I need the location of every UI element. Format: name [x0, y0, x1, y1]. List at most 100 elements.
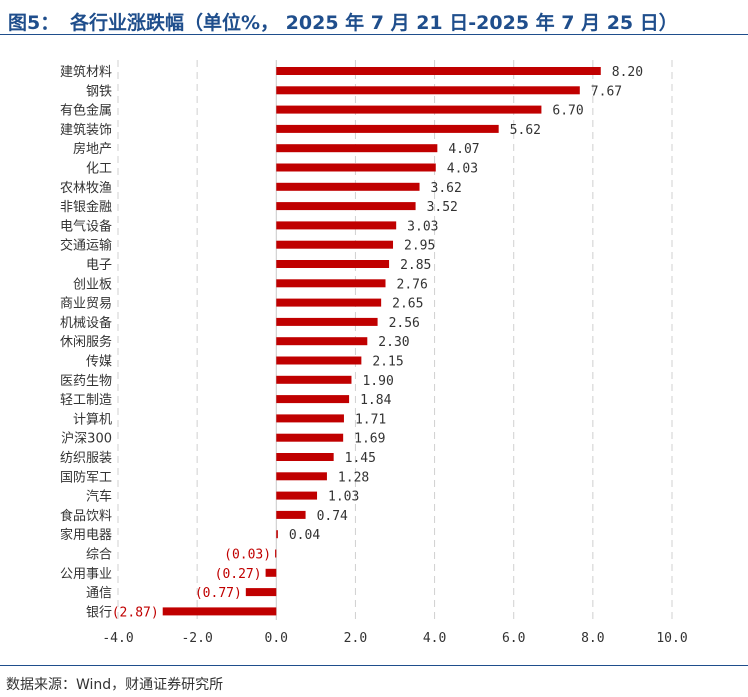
bar-12 [276, 298, 382, 307]
bar-7 [276, 202, 416, 211]
bar-3 [276, 124, 499, 133]
bar-9 [276, 240, 394, 249]
value-label-22: 1.03 [328, 490, 359, 505]
category-label-16: 医药生物 [60, 374, 112, 389]
bar-26 [265, 568, 277, 577]
category-label-2: 有色金属 [60, 103, 112, 119]
value-label-27: (0.77) [195, 586, 242, 601]
x-tick-label-3: 2.0 [344, 631, 367, 646]
bar-28 [162, 607, 277, 616]
bar-15 [276, 356, 362, 365]
x-tick-label-6: 8.0 [581, 631, 604, 646]
value-label-26: (0.27) [215, 567, 262, 582]
bar-14 [276, 337, 368, 346]
bar-16 [276, 375, 352, 384]
value-label-18: 1.71 [355, 412, 386, 427]
value-label-3: 5.62 [510, 123, 541, 138]
header: 图5： 各行业涨跌幅（单位%， 2025 年 7 月 21 日-2025 年 7… [8, 4, 740, 38]
bar-25 [275, 549, 277, 558]
value-labels: 8.20 7.67 6.70 5.62 4.07 4.03 3.62 3.52 3.03 2.95… [112, 65, 643, 620]
x-tick-label-2: 0.0 [265, 631, 288, 646]
category-label-27: 通信 [86, 586, 112, 601]
value-label-25: (0.03) [224, 548, 271, 563]
value-label-0: 8.20 [612, 65, 643, 80]
x-tick-label-5: 6.0 [502, 631, 525, 646]
category-label-18: 计算机 [73, 412, 112, 427]
category-label-22: 汽车 [86, 489, 112, 505]
x-tick-label-4: 4.0 [423, 631, 446, 646]
bar-10 [276, 260, 390, 268]
bar-11 [276, 279, 386, 288]
value-label-16: 1.90 [362, 374, 393, 389]
category-label-0: 建筑材料 [60, 64, 112, 80]
category-label-7: 非银金融 [60, 199, 112, 215]
bar-24 [276, 530, 278, 539]
footer-divider [0, 665, 748, 666]
value-label-1: 7.67 [591, 84, 622, 99]
bar-18 [276, 414, 344, 423]
category-label-24: 家用电器 [60, 527, 112, 543]
category-label-13: 机械设备 [60, 315, 112, 331]
chart-title: 各行业涨跌幅（单位%， 2025 年 7 月 21 日-2025 年 7 月 2… [70, 12, 678, 34]
bar-23 [276, 510, 306, 519]
bar-2 [276, 105, 542, 114]
category-labels: 建筑材料钢铁有色金属建筑装饰房地产化工农林牧渔非银金融电气设备交通运输电子创业板… [60, 64, 112, 620]
category-label-8: 电气设备 [60, 218, 112, 234]
value-label-2: 6.70 [552, 104, 583, 119]
category-label-23: 食品饮料 [60, 508, 112, 524]
category-label-26: 公用事业 [60, 567, 112, 582]
bar-21 [276, 472, 327, 481]
bar-5 [276, 163, 436, 172]
value-label-20: 1.45 [345, 451, 376, 466]
value-label-15: 2.15 [372, 355, 403, 370]
category-label-15: 传媒 [86, 355, 112, 370]
bar-22 [276, 491, 318, 500]
bar-19 [276, 433, 344, 442]
value-label-17: 1.84 [360, 393, 391, 408]
category-label-28: 银行 [86, 605, 112, 620]
bar-8 [276, 221, 397, 230]
value-label-11: 2.76 [397, 277, 428, 292]
category-label-1: 钢铁 [86, 84, 112, 99]
value-label-14: 2.30 [378, 335, 409, 350]
source-note: 数据来源：Wind，财通证券研究所 [6, 677, 224, 693]
category-label-21: 国防军工 [60, 469, 112, 485]
category-label-11: 创业板 [73, 277, 112, 292]
category-label-25: 综合 [86, 548, 112, 563]
value-label-19: 1.69 [354, 432, 385, 447]
value-label-8: 3.03 [407, 219, 438, 234]
bar-13 [276, 317, 378, 326]
category-label-12: 商业贸易 [60, 297, 112, 312]
title-divider [0, 34, 748, 35]
bar-17 [276, 395, 350, 404]
category-label-19: 沪深300 [61, 431, 112, 447]
category-label-14: 休闲服务 [60, 334, 112, 350]
bar-1 [276, 86, 580, 95]
x-tick-label-0: -4.0 [102, 631, 133, 646]
bar-4 [276, 144, 438, 153]
value-label-9: 2.95 [404, 239, 435, 254]
category-label-3: 建筑装饰 [60, 122, 112, 138]
category-label-6: 农林牧渔 [60, 181, 112, 196]
bar-27 [245, 588, 277, 597]
category-label-17: 轻工制造 [60, 393, 112, 408]
category-label-9: 交通运输 [60, 238, 112, 254]
value-label-28: (2.87) [112, 605, 159, 620]
value-label-4: 4.07 [448, 142, 479, 157]
value-label-24: 0.04 [289, 528, 320, 543]
category-label-5: 化工 [86, 162, 112, 177]
value-label-21: 1.28 [338, 470, 369, 485]
x-axis-ticks: -4.0 -2.0 0.0 2.0 4.0 6.0 8.0 10.0 [102, 631, 687, 646]
value-label-5: 4.03 [447, 162, 478, 177]
value-label-7: 3.52 [427, 200, 458, 215]
bar-6 [276, 182, 420, 191]
value-label-6: 3.62 [431, 181, 462, 196]
bars [162, 67, 601, 616]
x-tick-label-1: -2.0 [181, 631, 212, 646]
value-label-13: 2.56 [389, 316, 420, 331]
value-label-10: 2.85 [400, 258, 431, 273]
category-label-4: 房地产 [73, 141, 112, 157]
bar-20 [276, 453, 334, 461]
value-label-12: 2.65 [392, 297, 423, 312]
value-label-23: 0.74 [317, 509, 348, 524]
